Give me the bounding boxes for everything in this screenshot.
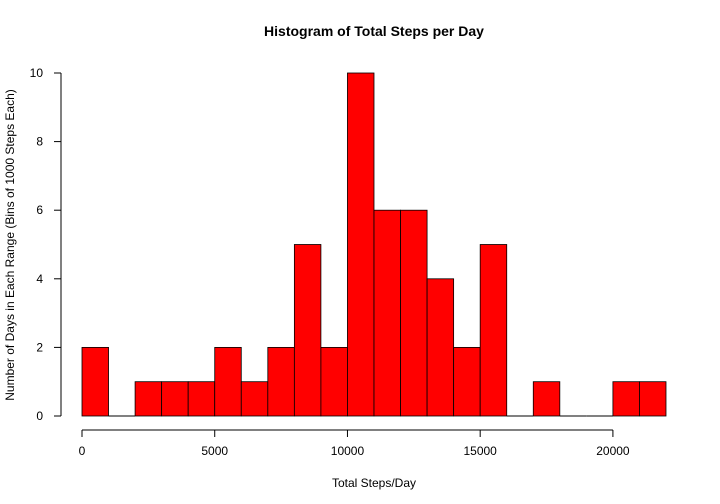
- x-tick-label: 10000: [331, 444, 365, 458]
- histogram-bar: [453, 346, 481, 417]
- histogram-bar: [400, 209, 428, 417]
- histogram-bar: [240, 381, 269, 417]
- y-tick-label: 8: [36, 135, 43, 149]
- y-tick-label: 4: [36, 272, 43, 286]
- histogram-bar: [134, 381, 163, 417]
- histogram-bar: [214, 346, 242, 417]
- histogram-bar: [373, 209, 401, 417]
- histogram-bar: [612, 381, 640, 417]
- histogram-bar: [532, 381, 561, 417]
- y-axis-label: Number of Days in Each Range (Bins of 10…: [3, 89, 17, 401]
- histogram-bar: [639, 381, 667, 417]
- histogram-bar: [479, 244, 508, 417]
- histogram-bar: [267, 346, 295, 417]
- x-axis: 0 5000 10000 15000 20000: [79, 429, 630, 458]
- y-tick-label: 0: [36, 409, 43, 423]
- y-tick-label: 2: [36, 340, 43, 354]
- chart-title: Histogram of Total Steps per Day: [264, 23, 484, 39]
- histogram-bar: [293, 244, 322, 417]
- histogram-bar: [187, 381, 216, 417]
- histogram-bar: [81, 346, 109, 417]
- histogram-bar: [426, 278, 455, 417]
- x-tick-label: 5000: [201, 444, 228, 458]
- x-tick-label: 15000: [463, 444, 497, 458]
- x-tick-label: 20000: [596, 444, 630, 458]
- x-axis-label: Total Steps/Day: [332, 476, 416, 490]
- x-tick-label: 0: [79, 444, 86, 458]
- histogram-bar: [347, 72, 375, 417]
- y-tick-label: 6: [36, 203, 43, 217]
- bars-group: [81, 72, 667, 417]
- y-tick-label: 10: [30, 66, 44, 80]
- y-axis: 0 2 4 6 8 10: [30, 66, 62, 423]
- histogram-bar: [320, 346, 348, 417]
- histogram-bar: [161, 381, 189, 417]
